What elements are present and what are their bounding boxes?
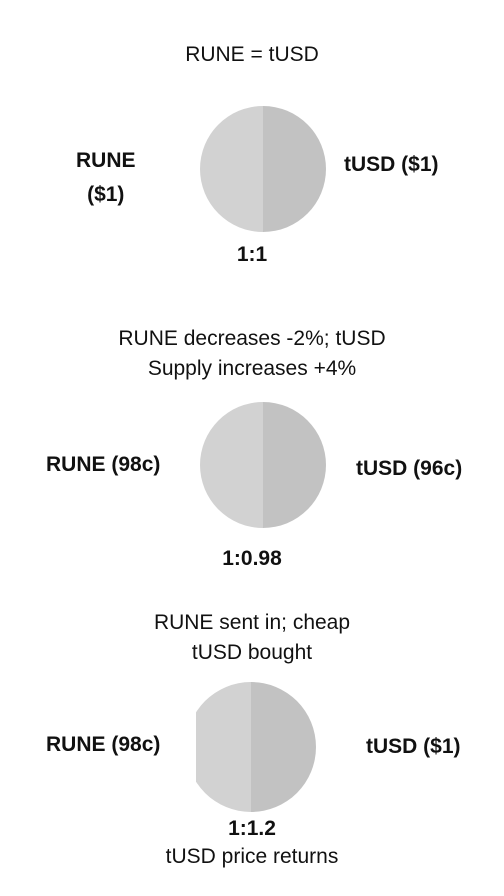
panel-2-rune-half [200, 402, 263, 528]
panel-2-tusd-half [263, 402, 326, 528]
panel-3-rune-label: RUNE (98c) [46, 733, 161, 756]
panel-2-caption-line-1: RUNE decreases -2%; tUSD [118, 327, 386, 350]
panel-1-rune-half [200, 106, 263, 232]
panel-3-caption-line-1: RUNE sent in; cheap [153, 611, 351, 634]
panel-2-pool-circle [200, 402, 326, 528]
panel-1-rune-label: RUNE ($1) [76, 144, 136, 212]
panel-1-ratio: 1:1 [236, 243, 268, 266]
panel-1-caption: RUNE = tUSD [0, 40, 504, 70]
panel-1-tusd-half [263, 106, 326, 232]
panel-3-rune-half-fill [196, 682, 251, 812]
panel-2-caption-line-2: Supply increases +4% [147, 357, 357, 380]
panel-1-tusd-label: tUSD ($1) [344, 153, 439, 176]
panel-3-tusd-label: tUSD ($1) [366, 735, 461, 758]
panel-3-pool-circle [196, 682, 316, 812]
panel-2-ratio: 1:0.98 [222, 547, 282, 570]
panel-3-caption-line-2: tUSD bought [191, 641, 313, 664]
panel-2-tusd-label: tUSD (96c) [356, 457, 463, 480]
panel-3-tusd-half [251, 682, 316, 812]
panel-3-caption: RUNE sent in; cheap tUSD bought [0, 608, 504, 668]
panel-1-pool-circle [200, 106, 326, 232]
panel-1-rune-label-line-1: RUNE [76, 149, 136, 172]
panel-2-caption: RUNE decreases -2%; tUSD Supply increase… [0, 324, 504, 384]
panel-2-rune-label: RUNE (98c) [46, 453, 161, 476]
panel-3-note: tUSD price returns [165, 845, 339, 868]
panel-1-caption-line-1: RUNE = tUSD [185, 43, 319, 66]
panel-3-ratio: 1:1.2 [228, 817, 276, 840]
panel-1-rune-label-line-2: ($1) [87, 183, 125, 206]
